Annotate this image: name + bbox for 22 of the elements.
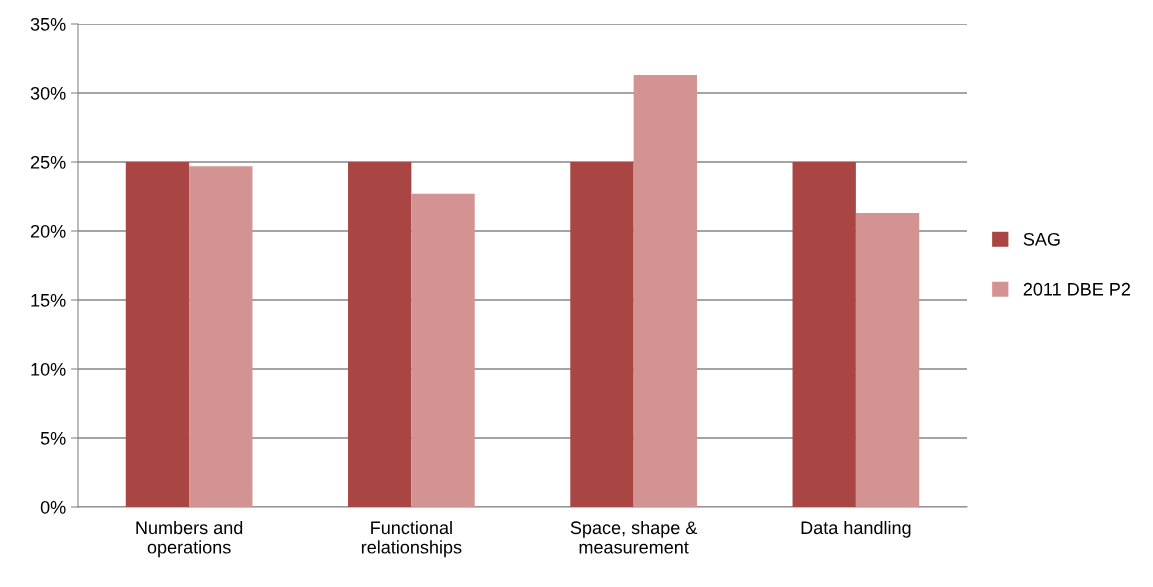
x-tick-label: Space, shape & measurement xyxy=(570,520,698,554)
y-tick-label: 0% xyxy=(40,500,66,514)
bar xyxy=(189,166,253,507)
y-tick-label: 35% xyxy=(30,17,66,31)
x-tick-label: Functional relationships xyxy=(361,520,462,558)
bar xyxy=(348,162,412,507)
x-tick-label: Numbers and operations xyxy=(136,520,243,558)
y-tick-label: 30% xyxy=(30,86,66,100)
bar xyxy=(633,75,697,507)
bar xyxy=(570,162,634,507)
y-tick-label: 10% xyxy=(31,362,66,376)
bar xyxy=(792,162,856,507)
y-tick-label: 25% xyxy=(30,155,66,169)
legend-label: 2011 DBE P2 xyxy=(1023,282,1131,296)
y-tick-label: 5% xyxy=(40,432,66,445)
y-tick-label: 15% xyxy=(31,294,66,307)
y-tick-label: 20% xyxy=(30,224,66,238)
x-tick-label: Data handling xyxy=(801,520,911,538)
bar xyxy=(411,193,475,507)
bar xyxy=(125,162,190,507)
legend-label: SAG xyxy=(1023,232,1060,246)
bar xyxy=(855,213,920,507)
